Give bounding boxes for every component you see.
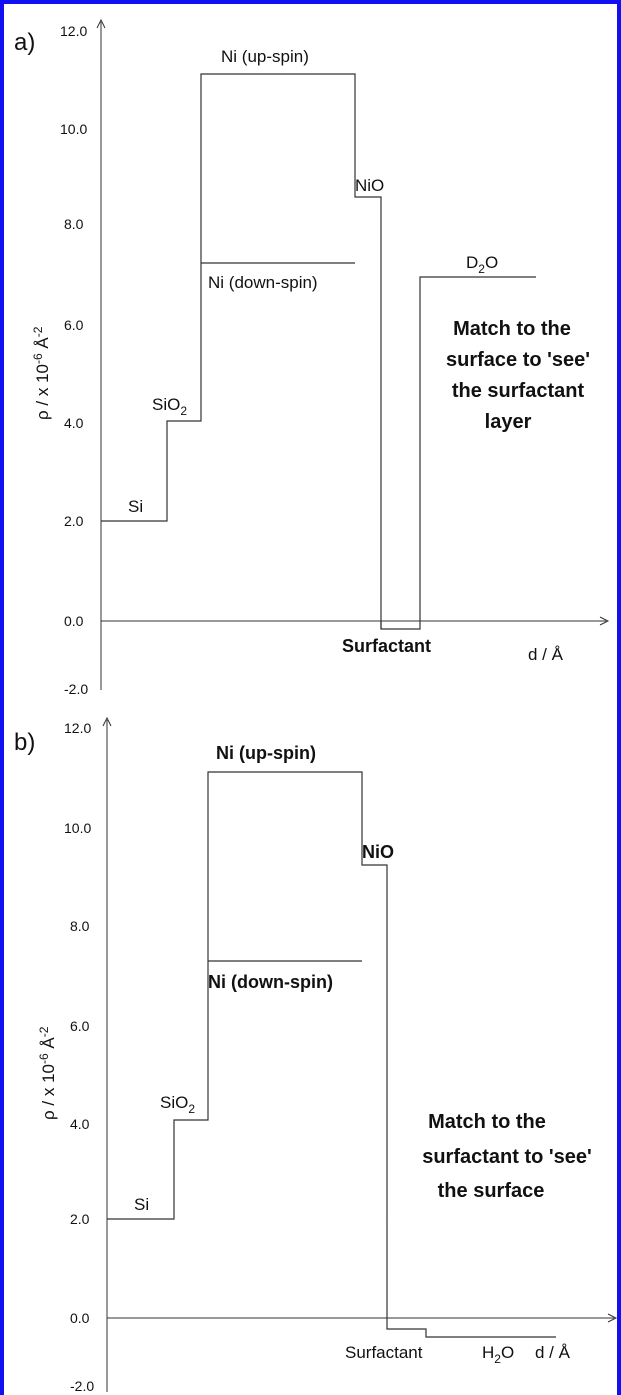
panel-a-nio-label: NiO [355, 176, 384, 195]
panel-b-ytick-4: 4.0 [70, 1116, 90, 1132]
panel-a-medium-label: D2O [466, 253, 498, 276]
panel-b-ni-up-label: Ni (up-spin) [216, 743, 316, 763]
panel-a-ni-down-label: Ni (down-spin) [208, 273, 318, 292]
panel-b-note-line-3: the surface [438, 1180, 545, 1202]
panel-a-x-arrow [599, 616, 610, 626]
panel-a-note-line-4: layer [485, 411, 532, 433]
panel-a-ytick-2: 2.0 [64, 513, 84, 529]
panel-a-surfactant-label: Surfactant [342, 636, 431, 656]
panel-a-label: a) [14, 29, 35, 56]
panel-a-note-line-1: Match to the [453, 318, 571, 340]
panel-a-ytick-12: 12.0 [60, 23, 87, 39]
panel-b-sld-profile [107, 771, 556, 1338]
panel-a-ytick-0: 0.0 [64, 613, 84, 629]
panel-a-ytick-4: 4.0 [64, 415, 84, 431]
panel-b-surfactant-label: Surfactant [345, 1343, 423, 1362]
panel-b-label: b) [14, 729, 35, 756]
panel-b-ytick-0: 0.0 [70, 1310, 90, 1326]
panel-b-xlabel: d / Å [535, 1343, 571, 1362]
panel-b-ni-down-label: Ni (down-spin) [208, 972, 333, 992]
panel-b-ytick-6: 6.0 [70, 1018, 90, 1034]
panel-b-ytick-8: 8.0 [70, 918, 90, 934]
panel-b: b) 12.0 10.0 8.0 6.0 4.0 2.0 0.0 -2.0 ρ … [14, 716, 618, 1394]
panel-a-ytick-8: 8.0 [64, 216, 84, 232]
panel-b-note-line-1: Match to the [428, 1111, 546, 1133]
panel-a-sld-profile [101, 73, 536, 630]
panel-b-ytick-10: 10.0 [64, 820, 91, 836]
panel-b-note-line-2: surfactant to 'see' [422, 1146, 592, 1168]
panel-a-ytick-6: 6.0 [64, 317, 84, 333]
panel-a-ytick-m2: -2.0 [64, 681, 88, 697]
panel-a-ytick-10: 10.0 [60, 121, 87, 137]
panel-b-y-arrow [102, 716, 112, 727]
panel-a-sio2-label: SiO2 [152, 395, 187, 418]
panel-a-si-label: Si [128, 497, 143, 516]
panel-b-sio2-label: SiO2 [160, 1093, 195, 1116]
panel-b-medium-label: H2O [482, 1343, 514, 1366]
panel-a-ni-up-label: Ni (up-spin) [221, 47, 309, 66]
panel-b-x-arrow [607, 1313, 618, 1323]
panel-b-ylabel: ρ / x 10-6 Å-2 [37, 1026, 58, 1120]
panel-a: a) 12.0 10.0 8.0 6.0 4.0 2.0 0.0 -2.0 ρ … [14, 18, 610, 697]
panel-a-note-line-2: surface to 'see' [446, 349, 590, 371]
panel-b-ytick-2: 2.0 [70, 1211, 90, 1227]
panel-a-note-line-3: the surfactant [452, 380, 585, 402]
panel-b-si-label: Si [134, 1195, 149, 1214]
panel-a-ylabel: ρ / x 10-6 Å-2 [31, 326, 52, 420]
panel-b-ytick-m2: -2.0 [70, 1378, 94, 1394]
panel-b-ytick-12: 12.0 [64, 720, 91, 736]
panel-a-xlabel: d / Å [528, 645, 564, 664]
panel-b-nio-label: NiO [362, 842, 394, 862]
panel-a-y-arrow [96, 18, 106, 29]
